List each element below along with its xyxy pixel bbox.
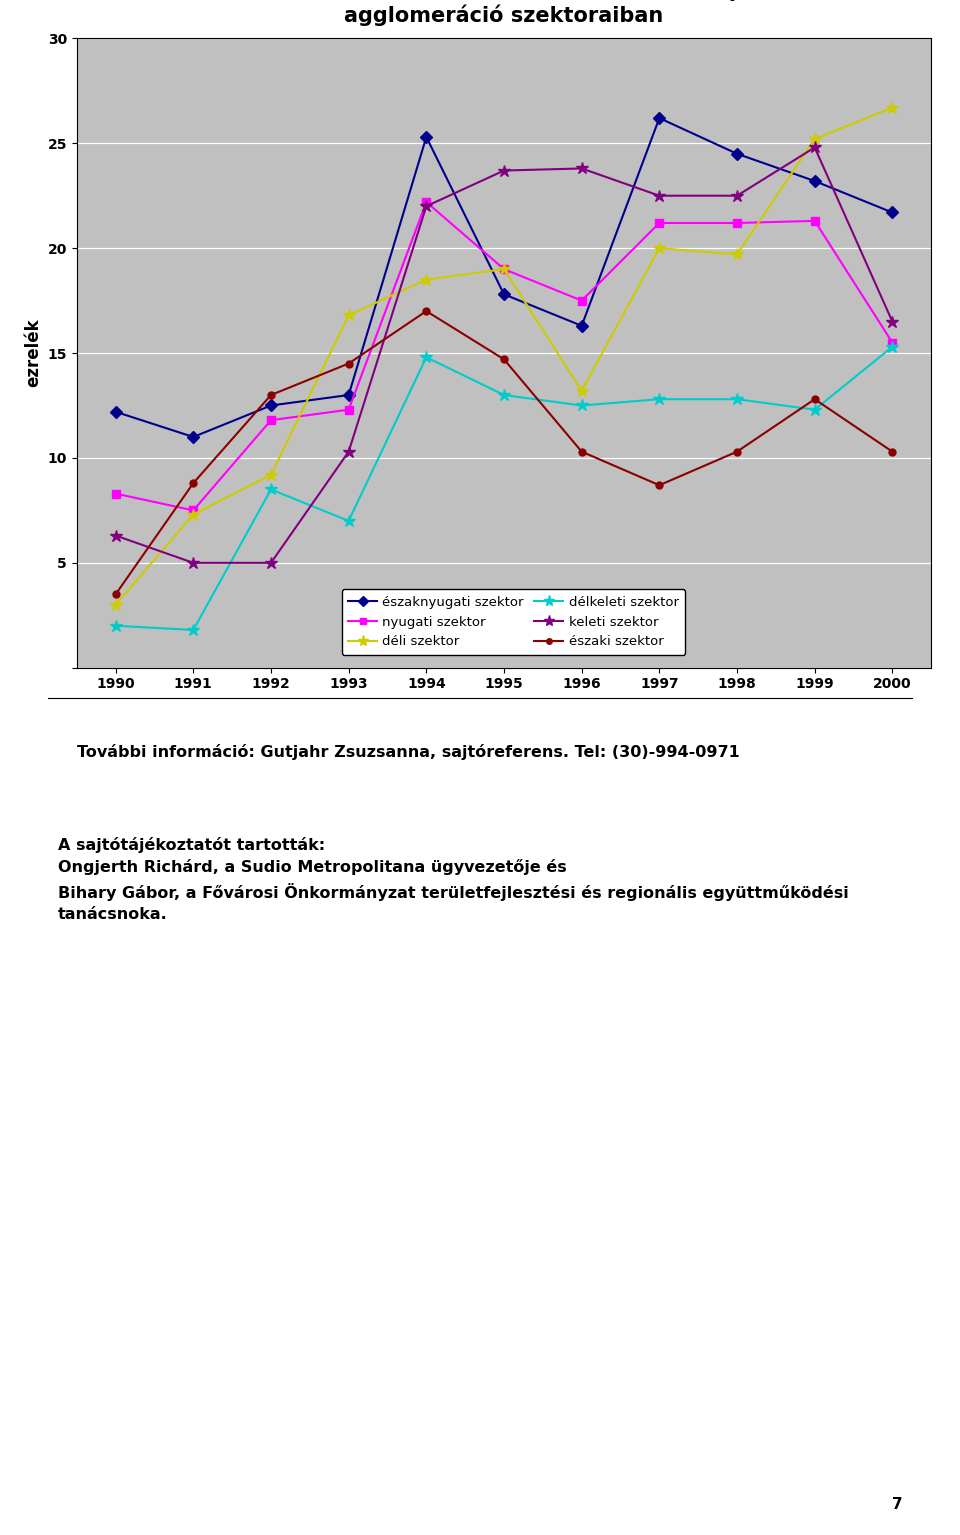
délkeleti szektor <box>109 617 121 635</box>
északi szektor <box>420 302 432 321</box>
délkeleti szektor <box>887 338 899 356</box>
délkeleti szektor <box>809 401 821 419</box>
délkeleti szektor <box>654 390 665 408</box>
északnyugati szektor <box>576 316 588 335</box>
nyugati szektor <box>887 333 899 352</box>
nyugati szektor <box>498 259 510 278</box>
északi szektor <box>187 474 199 493</box>
déli szektor <box>498 259 510 278</box>
északi szektor <box>887 442 899 460</box>
délkeleti szektor <box>576 396 588 414</box>
keleti szektor <box>420 196 432 215</box>
keleti szektor <box>498 161 510 180</box>
keleti szektor <box>187 554 199 573</box>
nyugati szektor <box>732 213 743 232</box>
északnyugati szektor <box>654 109 665 127</box>
nyugati szektor <box>809 212 821 230</box>
nyugati szektor <box>265 411 276 430</box>
északi szektor <box>809 390 821 408</box>
déli szektor <box>109 596 121 614</box>
északnyugati szektor <box>498 286 510 304</box>
északi szektor <box>265 385 276 404</box>
délkeleti szektor <box>732 390 743 408</box>
Text: További információ: Gutjahr Zsuzsanna, sajtóreferens. Tel: (30)-994-0971: További információ: Gutjahr Zsuzsanna, s… <box>77 744 739 760</box>
keleti szektor <box>654 187 665 206</box>
délkeleti szektor <box>420 348 432 367</box>
keleti szektor <box>343 442 354 460</box>
északnyugati szektor <box>732 144 743 163</box>
déli szektor <box>420 270 432 289</box>
Title: Vándorlási különbözet 1000 lakosra a budapesti
agglomeráció szektoraiban: Vándorlási különbözet 1000 lakosra a bud… <box>221 0 787 26</box>
Line: északnyugati szektor: északnyugati szektor <box>111 114 897 441</box>
délkeleti szektor <box>265 480 276 499</box>
északi szektor <box>576 442 588 460</box>
déli szektor <box>887 98 899 117</box>
Line: délkeleti szektor: délkeleti szektor <box>109 341 899 635</box>
keleti szektor <box>809 138 821 157</box>
északi szektor <box>109 585 121 603</box>
keleti szektor <box>732 187 743 206</box>
déli szektor <box>343 305 354 324</box>
keleti szektor <box>265 554 276 573</box>
Text: 7: 7 <box>892 1497 902 1512</box>
Line: északi szektor: északi szektor <box>112 307 896 597</box>
déli szektor <box>654 239 665 258</box>
Text: A sajtótájékoztatót tartották:
Ongjerth Richárd, a Sudio Metropolitana ügyvezető: A sajtótájékoztatót tartották: Ongjerth … <box>58 837 849 921</box>
Line: keleti szektor: keleti szektor <box>109 141 899 569</box>
keleti szektor <box>887 312 899 330</box>
nyugati szektor <box>343 401 354 419</box>
keleti szektor <box>109 527 121 545</box>
északnyugati szektor <box>809 172 821 190</box>
északi szektor <box>654 476 665 494</box>
északi szektor <box>732 442 743 460</box>
déli szektor <box>265 465 276 484</box>
Line: déli szektor: déli szektor <box>109 101 899 611</box>
nyugati szektor <box>187 500 199 519</box>
délkeleti szektor <box>187 620 199 639</box>
északnyugati szektor <box>887 203 899 221</box>
déli szektor <box>187 505 199 523</box>
keleti szektor <box>576 160 588 178</box>
nyugati szektor <box>420 193 432 212</box>
nyugati szektor <box>576 292 588 310</box>
Legend: északnyugati szektor, nyugati szektor, déli szektor, délkeleti szektor, keleti s: északnyugati szektor, nyugati szektor, d… <box>342 589 685 655</box>
délkeleti szektor <box>343 511 354 530</box>
északnyugati szektor <box>265 396 276 414</box>
déli szektor <box>809 130 821 149</box>
északnyugati szektor <box>343 385 354 404</box>
északi szektor <box>343 355 354 373</box>
északnyugati szektor <box>420 127 432 146</box>
északi szektor <box>498 350 510 368</box>
délkeleti szektor <box>498 385 510 404</box>
északnyugati szektor <box>109 402 121 421</box>
nyugati szektor <box>654 213 665 232</box>
déli szektor <box>732 246 743 264</box>
északnyugati szektor <box>187 428 199 447</box>
nyugati szektor <box>109 485 121 503</box>
déli szektor <box>576 382 588 401</box>
Line: nyugati szektor: nyugati szektor <box>111 198 897 514</box>
Y-axis label: ezrelék: ezrelék <box>24 319 42 387</box>
